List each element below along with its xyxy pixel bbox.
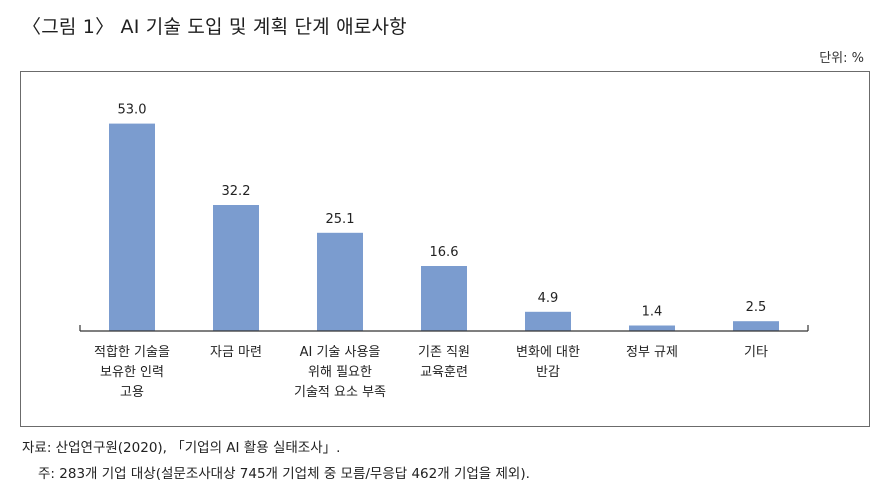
unit-label: 단위: % (819, 51, 864, 66)
value-label-3: 25.1 (326, 212, 355, 227)
value-label-1: 53.0 (118, 103, 147, 118)
category-label-5-line-2: 반감 (536, 365, 560, 380)
value-label-4: 16.6 (430, 245, 459, 260)
chart-frame (20, 71, 870, 427)
category-label-3-line-3: 기술적 요소 부족 (294, 385, 386, 400)
value-label-2: 32.2 (222, 184, 251, 199)
category-label-2-line-1: 자금 마련 (210, 345, 262, 360)
bar-3 (317, 232, 363, 331)
value-label-7: 2.5 (746, 300, 767, 315)
category-label-4-line-2: 교육훈련 (420, 365, 468, 380)
category-label-1-line-2: 보유한 인력 (100, 365, 164, 380)
value-label-5: 4.9 (538, 291, 559, 306)
category-label-3-line-1: AI 기술 사용을 (300, 345, 381, 360)
bar-1 (109, 123, 155, 331)
category-label-4-line-1: 기존 직원 (418, 345, 470, 360)
value-label-6: 1.4 (642, 305, 663, 320)
bar-4 (421, 266, 467, 331)
category-label-6-line-1: 정부 규제 (626, 345, 678, 360)
category-label-1-line-1: 적합한 기술을 (94, 345, 170, 360)
category-label-3-line-2: 위해 필요한 (308, 365, 372, 380)
bar-6 (629, 325, 675, 331)
category-label-7-line-1: 기타 (744, 345, 768, 360)
chart-title: 〈그림 1〉 AI 기술 도입 및 계획 단계 애로사항 (22, 16, 407, 38)
source-note: 자료: 산업연구원(2020), 「기업의 AI 활용 실태조사」. (22, 440, 341, 456)
bar-2 (213, 205, 259, 331)
footnote: 주: 283개 기업 대상(설문조사대상 745개 기업체 중 모름/무응답 4… (38, 466, 530, 482)
category-label-1-line-3: 고용 (120, 385, 144, 400)
bar-5 (525, 311, 571, 331)
bar-7 (733, 321, 779, 331)
category-label-5-line-1: 변화에 대한 (516, 345, 580, 360)
